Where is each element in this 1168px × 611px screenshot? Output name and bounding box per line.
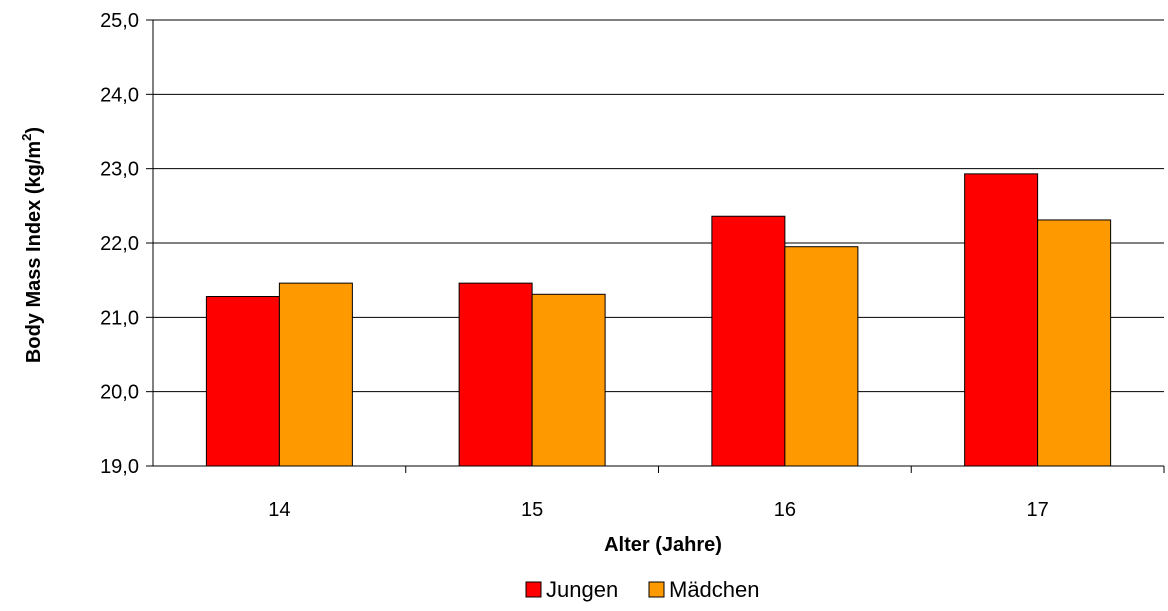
y-axis-title-suffix: ) (23, 127, 45, 134)
x-tick-label: 17 (1027, 499, 1049, 521)
axes (146, 19, 1165, 473)
legend-label: Jungen (546, 577, 618, 602)
y-tick-label: 21,0 (100, 307, 139, 329)
legend: Jungen Mädchen (525, 577, 760, 602)
y-tick-label: 19,0 (100, 456, 139, 478)
bar-jungen (458, 282, 533, 467)
legend-swatch (648, 581, 665, 598)
y-tick-label: 24,0 (100, 84, 139, 106)
legend-swatch (525, 581, 542, 598)
y-axis-title: Body Mass Index (kg/m2) (19, 127, 45, 363)
y-axis-title-superscript: 2 (19, 134, 34, 141)
legend-label: Mädchen (669, 577, 760, 602)
bar-jungen (205, 296, 280, 467)
x-tick-label: 15 (521, 499, 543, 521)
bar-jungen (964, 173, 1039, 467)
y-tick-label: 20,0 (100, 382, 139, 404)
y-axis-title-main: Body Mass Index (kg/m (23, 141, 45, 363)
y-tick-label: 22,0 (100, 233, 139, 255)
bar-jungen (711, 215, 786, 467)
x-tick-label: 16 (774, 499, 796, 521)
x-tick-label: 14 (268, 499, 290, 521)
bar-m-dchen (1037, 219, 1112, 467)
bar-m-dchen (784, 246, 859, 467)
y-tick-label: 23,0 (100, 159, 139, 181)
x-tick-labels: 14 15 16 17 (268, 499, 1049, 521)
bar-m-dchen (278, 282, 353, 467)
y-tick-labels: 19,0 20,0 21,0 22,0 23,0 24,0 25,0 (100, 10, 139, 478)
y-tick-label: 25,0 (100, 10, 139, 32)
bars (205, 173, 1112, 467)
x-axis-title: Alter (Jahre) (604, 534, 722, 556)
bar-m-dchen (531, 293, 606, 467)
